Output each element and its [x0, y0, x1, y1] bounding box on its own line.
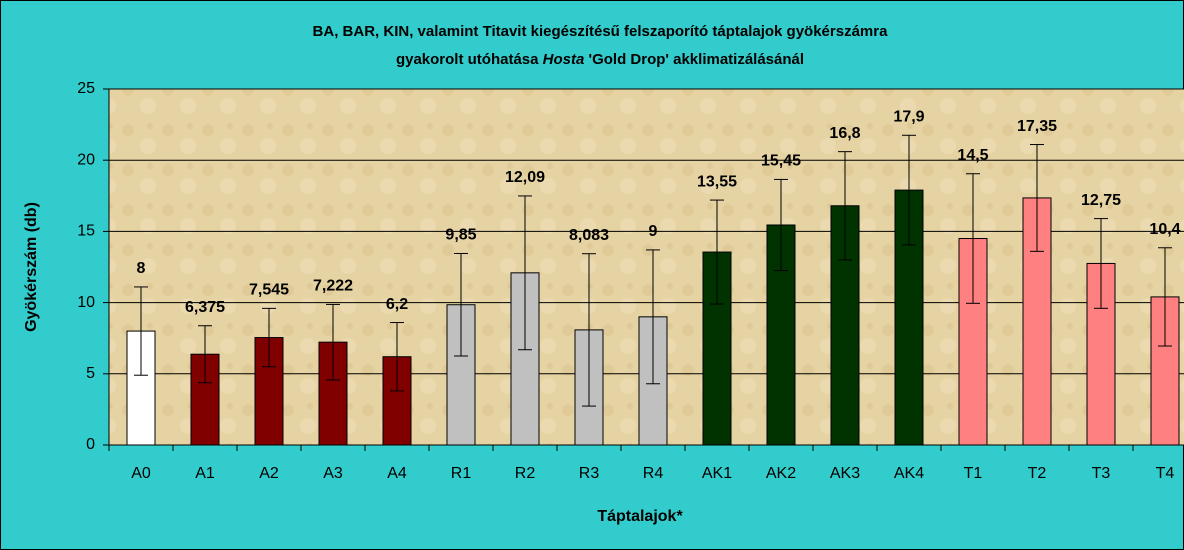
x-tick-label: AK2 — [766, 465, 796, 482]
y-tick-label: 0 — [86, 436, 95, 453]
x-tick-label: A2 — [259, 465, 279, 482]
bar — [126, 330, 156, 446]
x-tick-label: R4 — [643, 465, 664, 482]
data-label: 17,9 — [893, 108, 924, 125]
data-label: 7,545 — [249, 282, 289, 299]
chart-title: 'Gold Drop' akklimatizálásánál — [589, 51, 805, 68]
x-tick-label: T3 — [1092, 465, 1111, 482]
data-label: 12,75 — [1081, 192, 1121, 209]
data-label: 7,222 — [313, 278, 353, 295]
data-label: 16,8 — [829, 125, 860, 142]
y-axis-title: Gyökérszám (db) — [23, 202, 40, 332]
y-tick-label: 25 — [77, 80, 95, 97]
y-tick-label: 20 — [77, 151, 95, 168]
x-tick-label: A3 — [323, 465, 343, 482]
chart-title: gyakorolt utóhatása — [396, 51, 539, 68]
data-label: 6,2 — [386, 296, 408, 313]
y-tick-label: 10 — [77, 294, 95, 311]
data-label: 8,083 — [569, 227, 609, 244]
x-tick-label: A4 — [387, 465, 407, 482]
x-tick-label: R2 — [515, 465, 536, 482]
x-tick-label: AK3 — [830, 465, 860, 482]
data-label: 13,55 — [697, 173, 737, 190]
chart-title: BA, BAR, KIN, valamint Titavit kiegészít… — [313, 23, 889, 40]
chart-title: Hosta — [543, 51, 585, 68]
data-label: 6,375 — [185, 299, 225, 316]
x-tick-label: R3 — [579, 465, 600, 482]
x-axis-title: Táptalajok* — [597, 508, 683, 525]
x-tick-label: A0 — [131, 465, 151, 482]
data-label: 15,45 — [761, 153, 801, 170]
data-label: 8 — [137, 260, 146, 277]
x-tick-label: T4 — [1156, 465, 1175, 482]
x-tick-label: T2 — [1028, 465, 1047, 482]
y-tick-label: 15 — [77, 223, 95, 240]
x-tick-label: AK4 — [894, 465, 924, 482]
x-tick-label: AK1 — [702, 465, 732, 482]
data-label: 9,85 — [445, 227, 476, 244]
x-tick-label: R1 — [451, 465, 472, 482]
chart-title: gyakorolt utóhatása Hosta 'Gold Drop' ak… — [396, 51, 804, 68]
bar — [1086, 262, 1116, 446]
x-tick-label: A1 — [195, 465, 215, 482]
y-tick-label: 5 — [86, 365, 95, 382]
data-label: 12,09 — [505, 169, 545, 186]
data-label: 17,35 — [1017, 118, 1057, 135]
data-label: 10,4 — [1149, 221, 1180, 238]
data-label: 9 — [649, 223, 658, 240]
data-label: 14,5 — [957, 147, 988, 164]
x-tick-label: T1 — [964, 465, 983, 482]
